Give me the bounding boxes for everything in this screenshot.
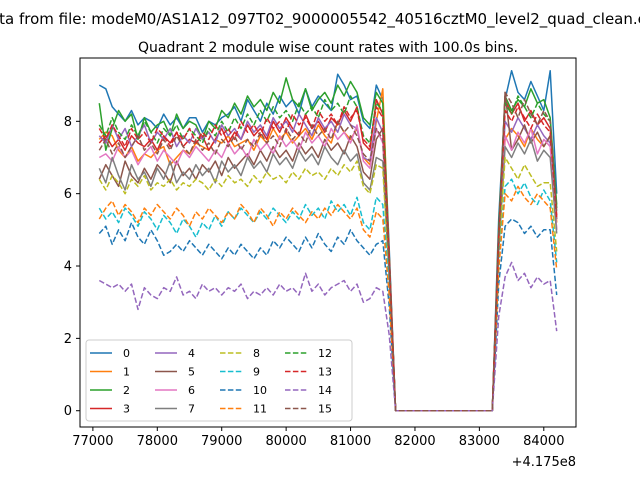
x-tick-label: 81000	[330, 434, 371, 449]
legend-label-12: 12	[318, 347, 332, 360]
figure-suptitle: Data from file: modeM0/AS1A12_097T02_900…	[0, 10, 640, 29]
y-tick-label: 0	[64, 404, 72, 419]
y-axis: 0 2 4 6 8	[64, 115, 80, 419]
legend-label-10: 10	[253, 384, 267, 397]
x-tick-label: 79000	[201, 434, 242, 449]
x-tick-label: 83000	[459, 434, 500, 449]
legend-label-4: 4	[188, 347, 195, 360]
chart-title: Quadrant 2 module wise count rates with …	[138, 40, 518, 56]
legend-label-0: 0	[123, 347, 130, 360]
x-tick-label: 82000	[394, 434, 435, 449]
legend-label-1: 1	[123, 366, 130, 379]
x-tick-label: 80000	[265, 434, 306, 449]
x-tick-label: 78000	[137, 434, 178, 449]
legend-label-2: 2	[123, 384, 130, 397]
series-line-15	[98, 91, 558, 412]
y-tick-label: 6	[64, 187, 72, 202]
y-tick-label: 4	[64, 260, 72, 275]
plot-frame	[79, 57, 577, 428]
x-offset-label: +4.175e8	[512, 455, 576, 470]
legend-label-5: 5	[188, 366, 195, 379]
x-axis: 77000 78000 79000 80000 81000 82000 83000 84000	[72, 427, 564, 449]
legend-label-13: 13	[318, 366, 332, 379]
series-line-13	[98, 106, 558, 412]
legend-label-7: 7	[188, 403, 195, 416]
legend-label-9: 9	[253, 366, 260, 379]
series-layer	[98, 69, 558, 412]
legend-label-3: 3	[123, 403, 130, 416]
y-tick-label: 8	[64, 115, 72, 130]
legend-label-6: 6	[188, 384, 195, 397]
legend-label-11: 11	[253, 403, 267, 416]
x-tick-label: 84000	[523, 434, 564, 449]
legend-label-8: 8	[253, 347, 260, 360]
legend-label-15: 15	[318, 403, 332, 416]
y-tick-label: 2	[64, 332, 72, 347]
legend-box	[85, 339, 353, 422]
legend-label-14: 14	[318, 384, 332, 397]
x-tick-label: 77000	[72, 434, 113, 449]
series-line-12	[98, 95, 558, 412]
